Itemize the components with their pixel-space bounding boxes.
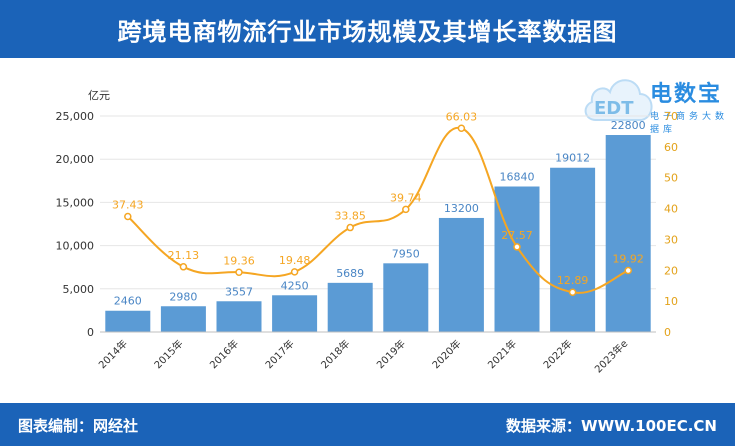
line-points: [124, 124, 632, 296]
bar: [160, 306, 206, 332]
rate-value-label: 33.85: [334, 210, 366, 223]
line-point: [513, 243, 521, 251]
combo-chart: 2460 2980 3557 4250 5689 7950 13200 16840 19012 2…: [56, 89, 679, 376]
bar-value-label: 3557: [225, 285, 253, 298]
y2-tick-label: 70: [664, 110, 678, 123]
x-tick-label: 2017年: [262, 337, 296, 371]
y-tick-label: 15,000: [56, 196, 95, 209]
bar-value-label: 19012: [555, 152, 590, 165]
rate-value-label: 27.57: [501, 229, 533, 242]
y2-tick-label: 20: [664, 264, 678, 277]
line-point: [290, 268, 299, 276]
y-axis-right: 0 10 20 30 40 50 60 70: [664, 110, 678, 339]
rate-value-label: 12.89: [557, 274, 589, 287]
logo: EDT 电数宝 电子商务大数据库: [578, 62, 733, 135]
logo-mark: EDT: [594, 98, 634, 119]
y-tick-label: 20,000: [56, 153, 95, 166]
x-tick-label: 2022年: [540, 337, 574, 371]
bar-value-label: 7950: [392, 247, 420, 260]
line-point: [179, 263, 188, 271]
rate-value-label: 66.03: [446, 110, 478, 123]
bar-value-label: 22800: [611, 119, 646, 132]
y2-tick-label: 0: [664, 326, 671, 339]
cloud-logo-icon: EDT: [584, 79, 653, 121]
bar-data-labels: 2460 2980 3557 4250 5689 7950 13200 16840 19012 2…: [114, 119, 646, 308]
y-axis-unit: 亿元: [88, 89, 110, 102]
bar-value-label: 5689: [336, 267, 364, 280]
footer-banner: 图表编制：网经社 数据来源：WWW.100EC.CN: [0, 403, 735, 446]
x-tick-label: 2016年: [207, 337, 241, 371]
logo-brand: 电数宝: [650, 82, 723, 107]
y-axis-left: 0 5,000 10,000 15,000 20,000 25,000: [56, 110, 95, 339]
bar: [272, 295, 318, 332]
line-point: [124, 212, 132, 221]
x-tick-label: 2015年: [151, 337, 185, 371]
logo-subtitle: 电子商务大数据库: [650, 112, 729, 135]
growth-rate-line: [127, 126, 629, 294]
bar: [438, 217, 484, 332]
bar-value-label: 4250: [281, 279, 309, 292]
bar-value-label: 16840: [500, 171, 535, 184]
line-point: [346, 223, 354, 232]
y-tick-label: 0: [87, 326, 94, 339]
y-tick-label: 25,000: [56, 110, 95, 123]
y-tick-label: 10,000: [56, 240, 95, 253]
rate-value-label: 37.43: [112, 199, 144, 212]
line-point: [568, 288, 577, 296]
bar: [550, 167, 596, 332]
y2-tick-label: 10: [664, 295, 678, 308]
line-point: [235, 268, 243, 277]
bar: [327, 282, 373, 332]
bar-value-label: 2460: [114, 295, 142, 308]
x-tick-label: 2023年e: [592, 337, 631, 376]
line-point: [624, 266, 632, 275]
line-data-labels: 37.43 21.13 19.36 19.48 33.85 39.74 66.03 27.57…: [112, 110, 644, 287]
bar: [216, 301, 262, 332]
rate-value-label: 21.13: [168, 249, 200, 262]
y-tick-label: 5,000: [63, 283, 95, 296]
x-tick-label: 2019年: [374, 337, 408, 371]
bar: [494, 186, 540, 332]
footer-source: 数据来源：WWW.100EC.CN: [506, 417, 717, 435]
line-point: [457, 124, 466, 133]
rate-value-label: 19.92: [612, 253, 644, 266]
rate-value-label: 19.48: [279, 254, 311, 267]
x-tick-label: 2018年: [318, 337, 352, 371]
chart-title: 跨境电商物流行业市场规模及其增长率数据图: [117, 17, 618, 46]
chart-title-banner: 跨境电商物流行业市场规模及其增长率数据图: [0, 0, 735, 58]
bar-series: [105, 135, 651, 332]
x-tick-label: 2014年: [96, 337, 130, 371]
footer-credit: 图表编制：网经社: [18, 417, 139, 435]
x-axis: 2014年 2015年 2016年 2017年 2018年 2019年 2020年 2021年…: [96, 331, 656, 376]
bar: [605, 135, 651, 332]
x-tick-label: 2020年: [429, 337, 463, 371]
y2-tick-label: 50: [664, 172, 678, 185]
bar-value-label: 13200: [444, 202, 479, 215]
rate-value-label: 39.74: [390, 191, 422, 204]
y2-tick-label: 40: [664, 203, 678, 216]
y2-tick-label: 30: [664, 233, 678, 246]
bar-value-label: 2980: [169, 290, 197, 303]
line-point: [402, 205, 410, 214]
bar: [383, 263, 429, 332]
y2-tick-label: 60: [664, 141, 678, 154]
x-tick-label: 2021年: [485, 337, 519, 371]
bar: [105, 310, 151, 332]
rate-value-label: 19.36: [223, 254, 255, 267]
